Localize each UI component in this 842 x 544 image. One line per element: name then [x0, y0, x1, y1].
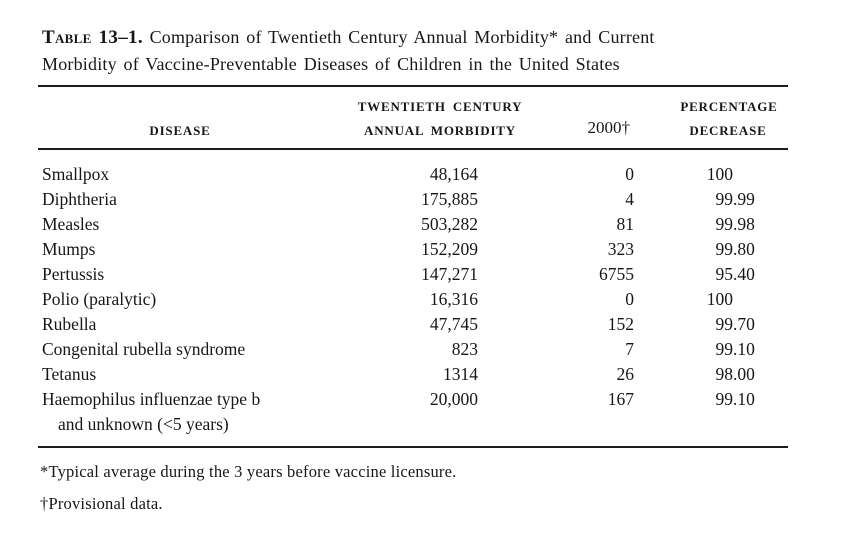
year-2000-cell: 152 [607, 314, 634, 334]
disease-cell: Rubella [42, 314, 97, 334]
decrease-integer: 100 [706, 164, 733, 184]
disease-line2: and unknown (<5 years) [58, 414, 229, 434]
header-morbidity-line1: TWENTIETH CENTURY [357, 99, 523, 114]
disease-cell: Tetanus [42, 364, 97, 384]
decrease-integer: 99 [715, 389, 734, 409]
table-title-line1: Table 13–1. Comparison of Twentieth Cent… [42, 24, 822, 51]
year-2000-cell: 26 [616, 364, 635, 384]
disease-cell: Haemophilus influenzae type b and unknow… [38, 387, 286, 437]
decrease-cell: 98.00 [634, 362, 788, 387]
table-title: Table 13–1. Comparison of Twentieth Cent… [42, 24, 822, 78]
decrease-cell: 99.98 [634, 212, 788, 237]
decrease-fraction: .40 [733, 264, 755, 284]
morbidity-cell: 152,209 [421, 239, 478, 259]
table-row: Pertussis 147,271 6755 95.40 [38, 262, 788, 287]
year-2000-cell: 167 [607, 389, 634, 409]
disease-cell: Pertussis [42, 264, 105, 284]
year-2000-cell: 0 [625, 164, 634, 184]
decrease-fraction: .10 [733, 389, 755, 409]
header-percentage-line1: PERCENTAGE [680, 99, 778, 114]
table-row: Polio (paralytic) 16,316 0 100 [38, 287, 788, 312]
disease-cell: Smallpox [42, 164, 110, 184]
table-row: Mumps 152,209 323 99.80 [38, 237, 788, 262]
header-morbidity-line2: ANNUAL MORBIDITY [364, 123, 516, 138]
morbidity-cell: 823 [451, 339, 478, 359]
table-row: Rubella 47,745 152 99.70 [38, 312, 788, 337]
morbidity-cell: 147,271 [421, 264, 478, 284]
decrease-fraction: .80 [733, 239, 755, 259]
decrease-fraction: .70 [733, 314, 755, 334]
decrease-cell: 99.70 [634, 312, 788, 337]
rule-below-header [38, 148, 788, 150]
disease-cell: Polio (paralytic) [42, 289, 157, 309]
decrease-integer: 99 [715, 214, 734, 234]
footnote-licensure: *Typical average during the 3 years befo… [40, 462, 457, 481]
morbidity-cell: 47,745 [429, 314, 478, 334]
rule-bottom [38, 446, 788, 448]
decrease-cell: 100 [634, 287, 788, 312]
morbidity-cell: 1314 [443, 364, 478, 384]
table-row: Diphtheria 175,885 4 99.99 [38, 187, 788, 212]
year-2000-cell: 0 [625, 289, 634, 309]
decrease-cell: 99.10 [634, 387, 788, 412]
disease-cell: Measles [42, 214, 100, 234]
year-2000-cell: 4 [625, 189, 634, 209]
decrease-cell: 99.10 [634, 337, 788, 362]
decrease-integer: 99 [715, 239, 734, 259]
morbidity-cell: 16,316 [429, 289, 478, 309]
decrease-integer: 95 [715, 264, 734, 284]
decrease-cell: 95.40 [634, 262, 788, 287]
disease-cell: Congenital rubella syndrome [42, 339, 246, 359]
decrease-integer: 98 [715, 364, 734, 384]
table-row: Congenital rubella syndrome 823 7 99.10 [38, 337, 788, 362]
decrease-fraction: .10 [733, 339, 755, 359]
decrease-integer: 99 [715, 314, 734, 334]
disease-cell: Mumps [42, 239, 96, 259]
decrease-fraction [733, 162, 788, 187]
table-number: Table 13–1. [42, 27, 143, 48]
decrease-fraction: .98 [733, 214, 755, 234]
disease-line1: Haemophilus influenzae type b [42, 389, 261, 409]
decrease-cell: 99.99 [634, 187, 788, 212]
header-percentage-line2: DECREASE [689, 123, 767, 138]
morbidity-cell: 503,282 [421, 214, 478, 234]
header-year-2000: 2000† [587, 118, 631, 137]
table-body: Smallpox 48,164 0 100 Diphtheria 175,885… [38, 162, 788, 437]
table-row: Measles 503,282 81 99.98 [38, 212, 788, 237]
decrease-fraction: .99 [733, 189, 755, 209]
table-title-line2: Morbidity of Vaccine-Preventable Disease… [42, 54, 620, 74]
decrease-fraction: .00 [733, 364, 755, 384]
disease-cell: Diphtheria [42, 189, 117, 209]
year-2000-cell: 81 [616, 214, 635, 234]
morbidity-cell: 20,000 [429, 389, 478, 409]
table-row: Haemophilus influenzae type b and unknow… [38, 387, 788, 437]
year-2000-cell: 7 [625, 339, 634, 359]
table-row: Tetanus 1314 26 98.00 [38, 362, 788, 387]
decrease-fraction [733, 287, 788, 312]
header-disease: DISEASE [149, 123, 211, 138]
decrease-integer: 99 [715, 339, 734, 359]
rule-top [38, 85, 788, 87]
morbidity-cell: 175,885 [421, 189, 478, 209]
morbidity-cell: 48,164 [429, 164, 478, 184]
decrease-integer: 99 [715, 189, 734, 209]
year-2000-cell: 6755 [599, 264, 634, 284]
decrease-cell: 99.80 [634, 237, 788, 262]
decrease-integer: 100 [706, 289, 733, 309]
table-row: Smallpox 48,164 0 100 [38, 162, 788, 187]
decrease-cell: 100 [634, 162, 788, 187]
year-2000-cell: 323 [607, 239, 634, 259]
table-title-text-1: Comparison of Twentieth Century Annual M… [149, 27, 655, 47]
footnote-provisional: †Provisional data. [40, 494, 163, 513]
